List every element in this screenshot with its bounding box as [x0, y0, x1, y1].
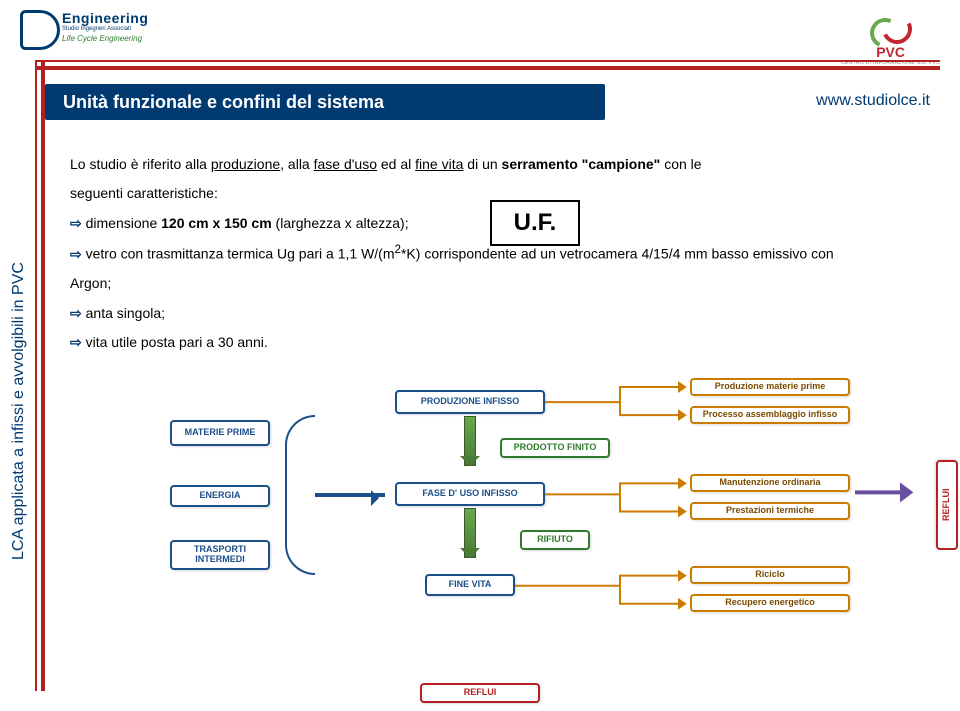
uf-box: U.F.: [490, 200, 580, 246]
logo-pvc: PVC CENTRO DI INFORMAZIONE SUL PVC: [841, 14, 940, 66]
lce-main: Engineering: [62, 10, 148, 26]
bullet-2-cont: Argon;: [70, 269, 930, 298]
box-reflui-right: REFLUI: [936, 460, 958, 550]
sidebar-title: LCA applicata a infissi e avvolgibili in…: [10, 262, 28, 560]
slide-title: Unità funzionale e confini del sistema: [63, 92, 384, 113]
lce-monogram-icon: [20, 10, 60, 50]
logo-lce: Engineering Studio Ingegneri Associati L…: [20, 10, 148, 50]
site-url: www.studiolce.it: [816, 92, 930, 110]
box-reflui-bottom: REFLUI: [420, 683, 540, 703]
bullet-4: vita utile posta pari a 30 anni.: [70, 328, 930, 357]
slide: Engineering Studio Ingegneri Associati L…: [0, 0, 960, 711]
lce-sub: Studio Ingegneri Associati: [62, 26, 148, 32]
pvc-swirl-icon: [870, 14, 912, 44]
body-text: Lo studio è riferito alla produzione, al…: [70, 150, 930, 357]
para-line1: Lo studio è riferito alla produzione, al…: [70, 150, 930, 179]
slide-title-band: Unità funzionale e confini del sistema: [45, 84, 605, 120]
process-diagram: MATERIE PRIME ENERGIA TRASPORTI INTERMED…: [60, 370, 950, 671]
split-lines: [60, 370, 950, 671]
lce-tag: Life Cycle Engineering: [62, 34, 148, 43]
bullet-3: anta singola;: [70, 299, 930, 328]
